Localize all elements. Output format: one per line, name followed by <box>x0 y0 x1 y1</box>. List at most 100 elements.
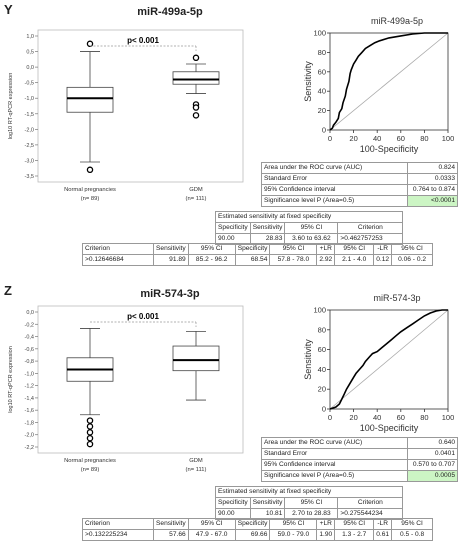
roc-reference-diagonal <box>329 32 449 131</box>
roc-reference-diagonal <box>329 309 449 410</box>
box-iqr <box>66 86 114 113</box>
significance-label: p< 0.001 <box>127 36 159 45</box>
x-tick-label: 40 <box>373 134 381 143</box>
y-tick-label: -1,0 <box>25 96 34 102</box>
y-tick-label: 20 <box>318 385 326 394</box>
table-row: 95% Confidence interval 0.570 to 0.707 <box>260 459 458 471</box>
roc-frame <box>329 32 449 131</box>
x-tick-label: 0 <box>328 413 332 422</box>
outlier-point <box>86 440 94 448</box>
y-tick-label: 80 <box>318 325 326 334</box>
y-axis-label: log10 RT-qPCR expression <box>8 346 14 413</box>
y-tick-label: 0,5 <box>26 50 34 56</box>
x-tick-label: 100 <box>442 134 455 143</box>
y-tick-label: 0,0 <box>26 65 34 71</box>
box-iqr <box>172 71 220 85</box>
x-tick-label: 60 <box>397 134 405 143</box>
sensitivity-table-title: Estimated sensitivity at fixed specifici… <box>214 211 404 223</box>
y-tick-label: 1,0 <box>26 34 34 40</box>
roc-curve <box>329 32 448 131</box>
roc-title: miR-499a-5p <box>371 16 423 26</box>
y-tick-label: -1,6 <box>25 408 34 414</box>
y-tick-label: 100 <box>313 306 326 315</box>
group-n-label: (n= 111) <box>186 196 207 202</box>
y-tick-label: 80 <box>318 48 326 57</box>
y-tick-label: -1,8 <box>25 420 34 426</box>
y-tick-label: -2,0 <box>25 127 34 133</box>
y-tick-label: -2,5 <box>25 143 34 149</box>
group-n-label: (n= 111) <box>186 467 207 473</box>
outlier-point <box>192 104 200 111</box>
y-tick-label: 60 <box>318 67 326 76</box>
y-axis-label: Sensitivity <box>303 339 313 380</box>
table-row: Significance level P (Area=0.5) <0.0001 <box>260 195 458 207</box>
table-row: >0.132225234 57.66 47.9 - 67.0 69.66 59.0 … <box>82 529 434 541</box>
table-row: Standard Error 0.0333 <box>260 173 458 185</box>
sensitivity-table-title: Estimated sensitivity at fixed specifici… <box>214 486 404 498</box>
sensitivity-table-y: Estimated sensitivity at fixed specifici… <box>214 211 404 245</box>
y-tick-label: -3,5 <box>25 174 34 180</box>
y-tick-label: -0,2 <box>25 322 34 328</box>
table-row: >0.12646684 91.89 85.2 - 96.2 68.54 57.8 -… <box>82 254 434 266</box>
x-tick-label: 80 <box>420 413 428 422</box>
y-axis-label: log10 RT-qPCR expression <box>8 73 14 140</box>
outlier-point <box>192 54 200 62</box>
y-tick-label: 40 <box>318 365 326 374</box>
table-row: Significance level P (Area=0.5) 0.0005 <box>260 470 458 482</box>
sensitivity-table-z: Estimated sensitivity at fixed specifici… <box>214 486 404 520</box>
table-row: Standard Error 0.0401 <box>260 448 458 460</box>
y-tick-label: -0,8 <box>25 359 34 365</box>
group-n-label: (n= 89) <box>81 196 100 202</box>
panel-letter-y: Y <box>4 2 13 17</box>
x-tick-label: 100 <box>442 413 455 422</box>
y-tick-label: 0 <box>322 405 326 414</box>
boxplot-y: 1,0 0,5 0,0 -0,5 -1,0 -1,5 -2,0 -2,5 -3,0 -3,5 log… <box>8 29 244 202</box>
table-header-row: Specificity Sensitivity 95% CI Criterion <box>215 222 404 234</box>
significance-label: p< 0.001 <box>127 312 159 321</box>
y-axis-label: Sensitivity <box>303 61 313 102</box>
outlier-point <box>86 429 94 436</box>
plot-frame <box>37 305 244 454</box>
group-label: GDM <box>189 458 203 464</box>
y-tick-label: -3,0 <box>25 158 34 164</box>
y-tick-label: 60 <box>318 345 326 354</box>
group-label: Normal pregnancies <box>64 187 116 193</box>
outlier-point <box>86 423 94 430</box>
y-tick-label: -2,0 <box>25 433 34 439</box>
y-tick-label: -2,2 <box>25 445 34 451</box>
y-tick-label: -1,4 <box>25 396 34 402</box>
criterion-table-z: Criterion Sensitivity 95% CI Specificity 9… <box>82 518 434 541</box>
table-row: Area under the ROC curve (AUC) 0.640 <box>260 437 458 449</box>
roc-frame <box>329 309 449 410</box>
y-tick-label: -0,6 <box>25 347 34 353</box>
x-tick-label: 60 <box>397 413 405 422</box>
x-tick-label: 0 <box>328 134 332 143</box>
group-label: Normal pregnancies <box>64 458 116 464</box>
x-tick-label: 20 <box>349 134 357 143</box>
plot-frame <box>37 29 244 183</box>
y-tick-label: -1,0 <box>25 371 34 377</box>
criterion-table-y: Criterion Sensitivity 95% CI Specificity 9… <box>82 243 434 266</box>
group-n-label: (n= 89) <box>81 467 100 473</box>
table-row: Area under the ROC curve (AUC) 0.824 <box>260 162 458 174</box>
y-tick-label: 0 <box>322 126 326 135</box>
table-row: 90.00 28.83 3.60 to 63.62 >0.462757253 <box>215 233 404 245</box>
boxplot-title-z: miR-574-3p <box>140 288 200 300</box>
x-tick-label: 80 <box>420 134 428 143</box>
outlier-point <box>86 434 94 442</box>
roc-title: miR-574-3p <box>373 293 420 303</box>
outlier-point <box>86 166 94 174</box>
table-header-row: Criterion Sensitivity 95% CI Specificity 9… <box>82 243 434 255</box>
group-label: GDM <box>189 187 203 193</box>
y-tick-label: 20 <box>318 106 326 115</box>
table-header-row: Criterion Sensitivity 95% CI Specificity 9… <box>82 518 434 530</box>
y-tick-label: -0,4 <box>25 335 34 341</box>
boxplot-title-y: miR-499a-5p <box>137 6 203 18</box>
y-tick-label: 40 <box>318 87 326 96</box>
table-row: 90.00 10.81 2.70 to 28.83 >0.275544234 <box>215 508 404 520</box>
x-tick-label: 20 <box>349 413 357 422</box>
table-header-row: Specificity Sensitivity 95% CI Criterion <box>215 497 404 509</box>
table-row: 95% Confidence interval 0.764 to 0.874 <box>260 184 458 196</box>
panel-letter-z: Z <box>4 283 12 298</box>
outlier-point <box>86 417 94 424</box>
